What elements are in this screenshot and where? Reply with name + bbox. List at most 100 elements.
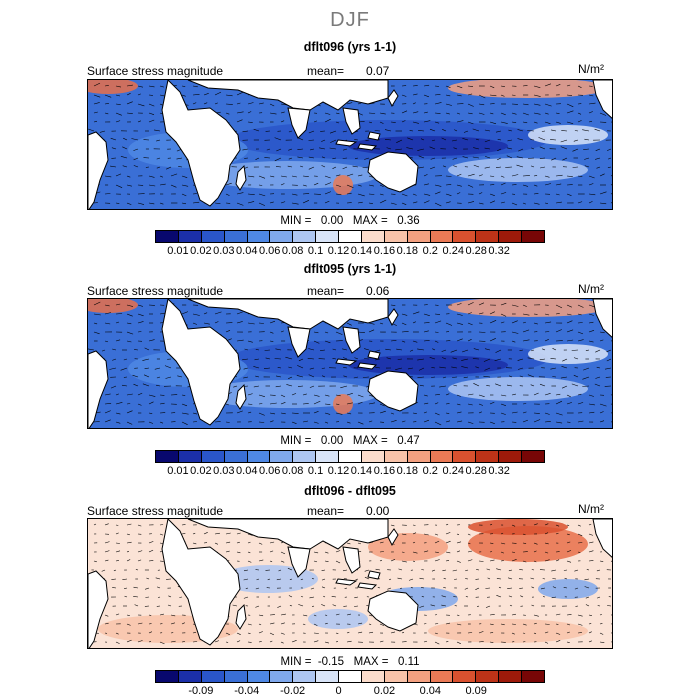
colorbar-swatch xyxy=(361,671,385,682)
panel-3-variable-label: Surface stress magnitude xyxy=(87,504,224,518)
panel-2-min-max: MIN = 0.00 MAX = 0.47 xyxy=(280,435,420,447)
land-mass xyxy=(235,164,247,191)
panel-1-title: dflt096 (yrs 1-1) xyxy=(303,40,397,54)
colorbar-swatch xyxy=(224,671,248,682)
colorbar-tick-label: 0.14 xyxy=(350,245,373,257)
panel-2-mean-value: 0.06 xyxy=(366,284,390,298)
colorbar-swatch xyxy=(407,231,431,242)
colorbar-tick-label: 0.28 xyxy=(465,465,487,477)
colorbar-swatch xyxy=(316,451,339,462)
field-contour xyxy=(348,355,508,375)
colorbar-swatch xyxy=(476,671,500,682)
colorbar-swatch xyxy=(270,671,294,682)
panel-1-mean-value: 0.07 xyxy=(366,64,390,78)
field-contour xyxy=(528,344,608,364)
colorbar-tick-label: 0.18 xyxy=(396,465,419,477)
land-mass xyxy=(88,570,109,648)
colorbar-swatch xyxy=(522,671,544,682)
colorbar-swatch xyxy=(270,231,294,242)
colorbar-swatch xyxy=(430,451,454,462)
land-mass xyxy=(287,546,311,578)
colorbar-swatch xyxy=(316,231,339,242)
land-mass xyxy=(387,89,399,108)
colorbar-swatch xyxy=(293,671,317,682)
panel-3-title: dflt096 - dflt095 xyxy=(304,484,396,498)
panel-1-variable-label: Surface stress magnitude xyxy=(87,64,224,78)
panel-2-map xyxy=(87,298,613,429)
field-contour xyxy=(88,80,138,94)
colorbar-swatch xyxy=(522,451,544,462)
panel-1-colorbar xyxy=(155,230,545,243)
land-mass xyxy=(187,299,389,330)
colorbar-tick-label: 0.16 xyxy=(373,245,396,257)
colorbar-swatch xyxy=(522,231,544,242)
colorbar-swatch xyxy=(224,231,248,242)
colorbar-swatch xyxy=(201,451,225,462)
colorbar-tick-label: 0.06 xyxy=(258,465,281,477)
panel-2-title: dflt095 (yrs 1-1) xyxy=(303,262,397,276)
colorbar-tick-label: 0.24 xyxy=(442,465,464,477)
land-mass xyxy=(592,299,612,338)
colorbar-tick-label: 0.08 xyxy=(281,465,304,477)
colorbar-tick-label: 0.04 xyxy=(236,245,258,257)
field-contour xyxy=(468,519,568,535)
map-canvas xyxy=(88,299,612,428)
land-mass xyxy=(592,519,612,558)
field-contour xyxy=(468,526,588,562)
colorbar-swatch xyxy=(293,231,317,242)
land-mass xyxy=(342,107,361,135)
colorbar-swatch xyxy=(178,231,202,242)
colorbar-swatch xyxy=(499,231,522,242)
land-mass xyxy=(161,299,241,426)
land-mass xyxy=(335,131,381,151)
panel-2-variable-label: Surface stress magnitude xyxy=(87,284,224,298)
panel-1-units: N/m² xyxy=(578,62,604,76)
land-mass xyxy=(367,370,419,412)
panel-3-mean-value: 0.00 xyxy=(366,504,390,518)
colorbar-swatch xyxy=(247,451,271,462)
colorbar-swatch xyxy=(247,231,271,242)
colorbar-swatch xyxy=(201,231,225,242)
colorbar-swatch xyxy=(384,231,408,242)
colorbar-swatch xyxy=(270,451,294,462)
field-contour xyxy=(448,80,608,98)
colorbar-tick-label: 0.06 xyxy=(258,245,281,257)
land-mass xyxy=(88,350,109,428)
land-mass xyxy=(387,528,399,547)
colorbar-swatch xyxy=(407,671,431,682)
colorbar-swatch xyxy=(384,451,408,462)
panel-2-colorbar xyxy=(155,450,545,463)
colorbar-tick-label: -0.02 xyxy=(280,685,306,697)
colorbar-swatch xyxy=(453,671,477,682)
colorbar-tick-label: 0.03 xyxy=(213,465,235,477)
colorbar-swatch xyxy=(339,451,362,462)
colorbar-swatch xyxy=(499,451,522,462)
field-contour xyxy=(88,299,138,313)
colorbar-swatch xyxy=(453,231,477,242)
map-canvas xyxy=(88,519,612,648)
field-contour xyxy=(348,136,508,156)
colorbar-tick-label: 0.04 xyxy=(236,465,258,477)
map-canvas xyxy=(88,80,612,209)
land-mass xyxy=(592,80,612,119)
colorbar-tick-label: 0.02 xyxy=(190,465,212,477)
colorbar-tick-label: 0.02 xyxy=(190,245,212,257)
panel-3-map xyxy=(87,518,613,649)
colorbar-swatch xyxy=(361,231,385,242)
colorbar-tick-label: 0.12 xyxy=(327,465,350,477)
colorbar-swatch xyxy=(361,451,385,462)
field-contour xyxy=(218,565,318,593)
land-mass xyxy=(387,308,399,327)
panel-3-min-max: MIN = -0.15 MAX = 0.11 xyxy=(280,656,420,668)
field-contour xyxy=(333,394,353,414)
colorbar-tick-label: 0.24 xyxy=(442,245,464,257)
colorbar-swatch xyxy=(316,671,339,682)
colorbar-swatch xyxy=(384,671,408,682)
colorbar-tick-label: 0.01 xyxy=(167,465,189,477)
colorbar-tick-label: 0.04 xyxy=(419,685,441,697)
colorbar-tick-label: 0.02 xyxy=(373,685,396,697)
colorbar-swatch xyxy=(407,451,431,462)
colorbar-tick-label: 0.1 xyxy=(307,465,324,477)
colorbar-swatch xyxy=(156,671,179,682)
season-title: DJF xyxy=(330,9,370,31)
